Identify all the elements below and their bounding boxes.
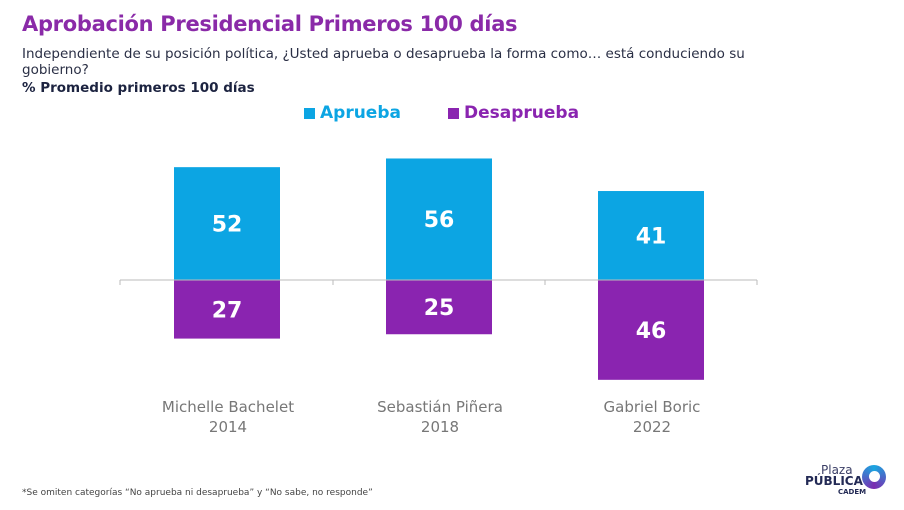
logo-text: CADEM: [838, 488, 867, 496]
data-label-aprueba: 56: [424, 208, 455, 233]
bar-aprueba: [598, 191, 704, 280]
data-label-desaprueba: 27: [212, 298, 243, 323]
data-label-desaprueba: 46: [636, 319, 667, 344]
data-label-aprueba: 41: [636, 225, 667, 250]
plaza-publica-cadem-logo: Plaza PÚBLICA CADEM: [800, 463, 895, 499]
logo-text: Plaza: [821, 463, 853, 477]
data-label-desaprueba: 25: [424, 296, 455, 321]
unit-label: % Promedio primeros 100 días: [22, 80, 255, 96]
category-label: Michelle Bachelet: [162, 398, 294, 416]
legend-label-aprueba: Aprueba: [320, 103, 401, 123]
bar-aprueba: [386, 158, 492, 280]
bar-desaprueba: [174, 280, 280, 339]
legend-aprueba: Aprueba: [304, 103, 401, 123]
logo-mark-icon: [862, 465, 886, 489]
bar-aprueba: [174, 167, 280, 280]
legend-label-desaprueba: Desaprueba: [464, 103, 580, 123]
legend-swatch-aprueba: [304, 107, 315, 119]
category-year-label: 2022: [633, 418, 671, 436]
category-label: Gabriel Boric: [604, 398, 701, 416]
legend-desaprueba: Desaprueba: [448, 103, 579, 123]
footnote: *Se omiten categorías “No aprueba ni des…: [22, 488, 373, 498]
category-year-label: 2014: [209, 418, 247, 436]
legend-swatch-desaprueba: [448, 107, 459, 119]
category-label: Sebastián Piñera: [377, 398, 503, 416]
data-label-aprueba: 52: [212, 213, 243, 238]
category-year-label: 2018: [421, 418, 459, 436]
chart-title: Aprobación Presidencial Primeros 100 día…: [22, 12, 518, 36]
chart-subtitle: Independiente de su posición política, ¿…: [22, 46, 745, 78]
bar-desaprueba: [386, 280, 492, 335]
bar-desaprueba: [598, 280, 704, 380]
logo-text: PÚBLICA: [805, 474, 863, 488]
